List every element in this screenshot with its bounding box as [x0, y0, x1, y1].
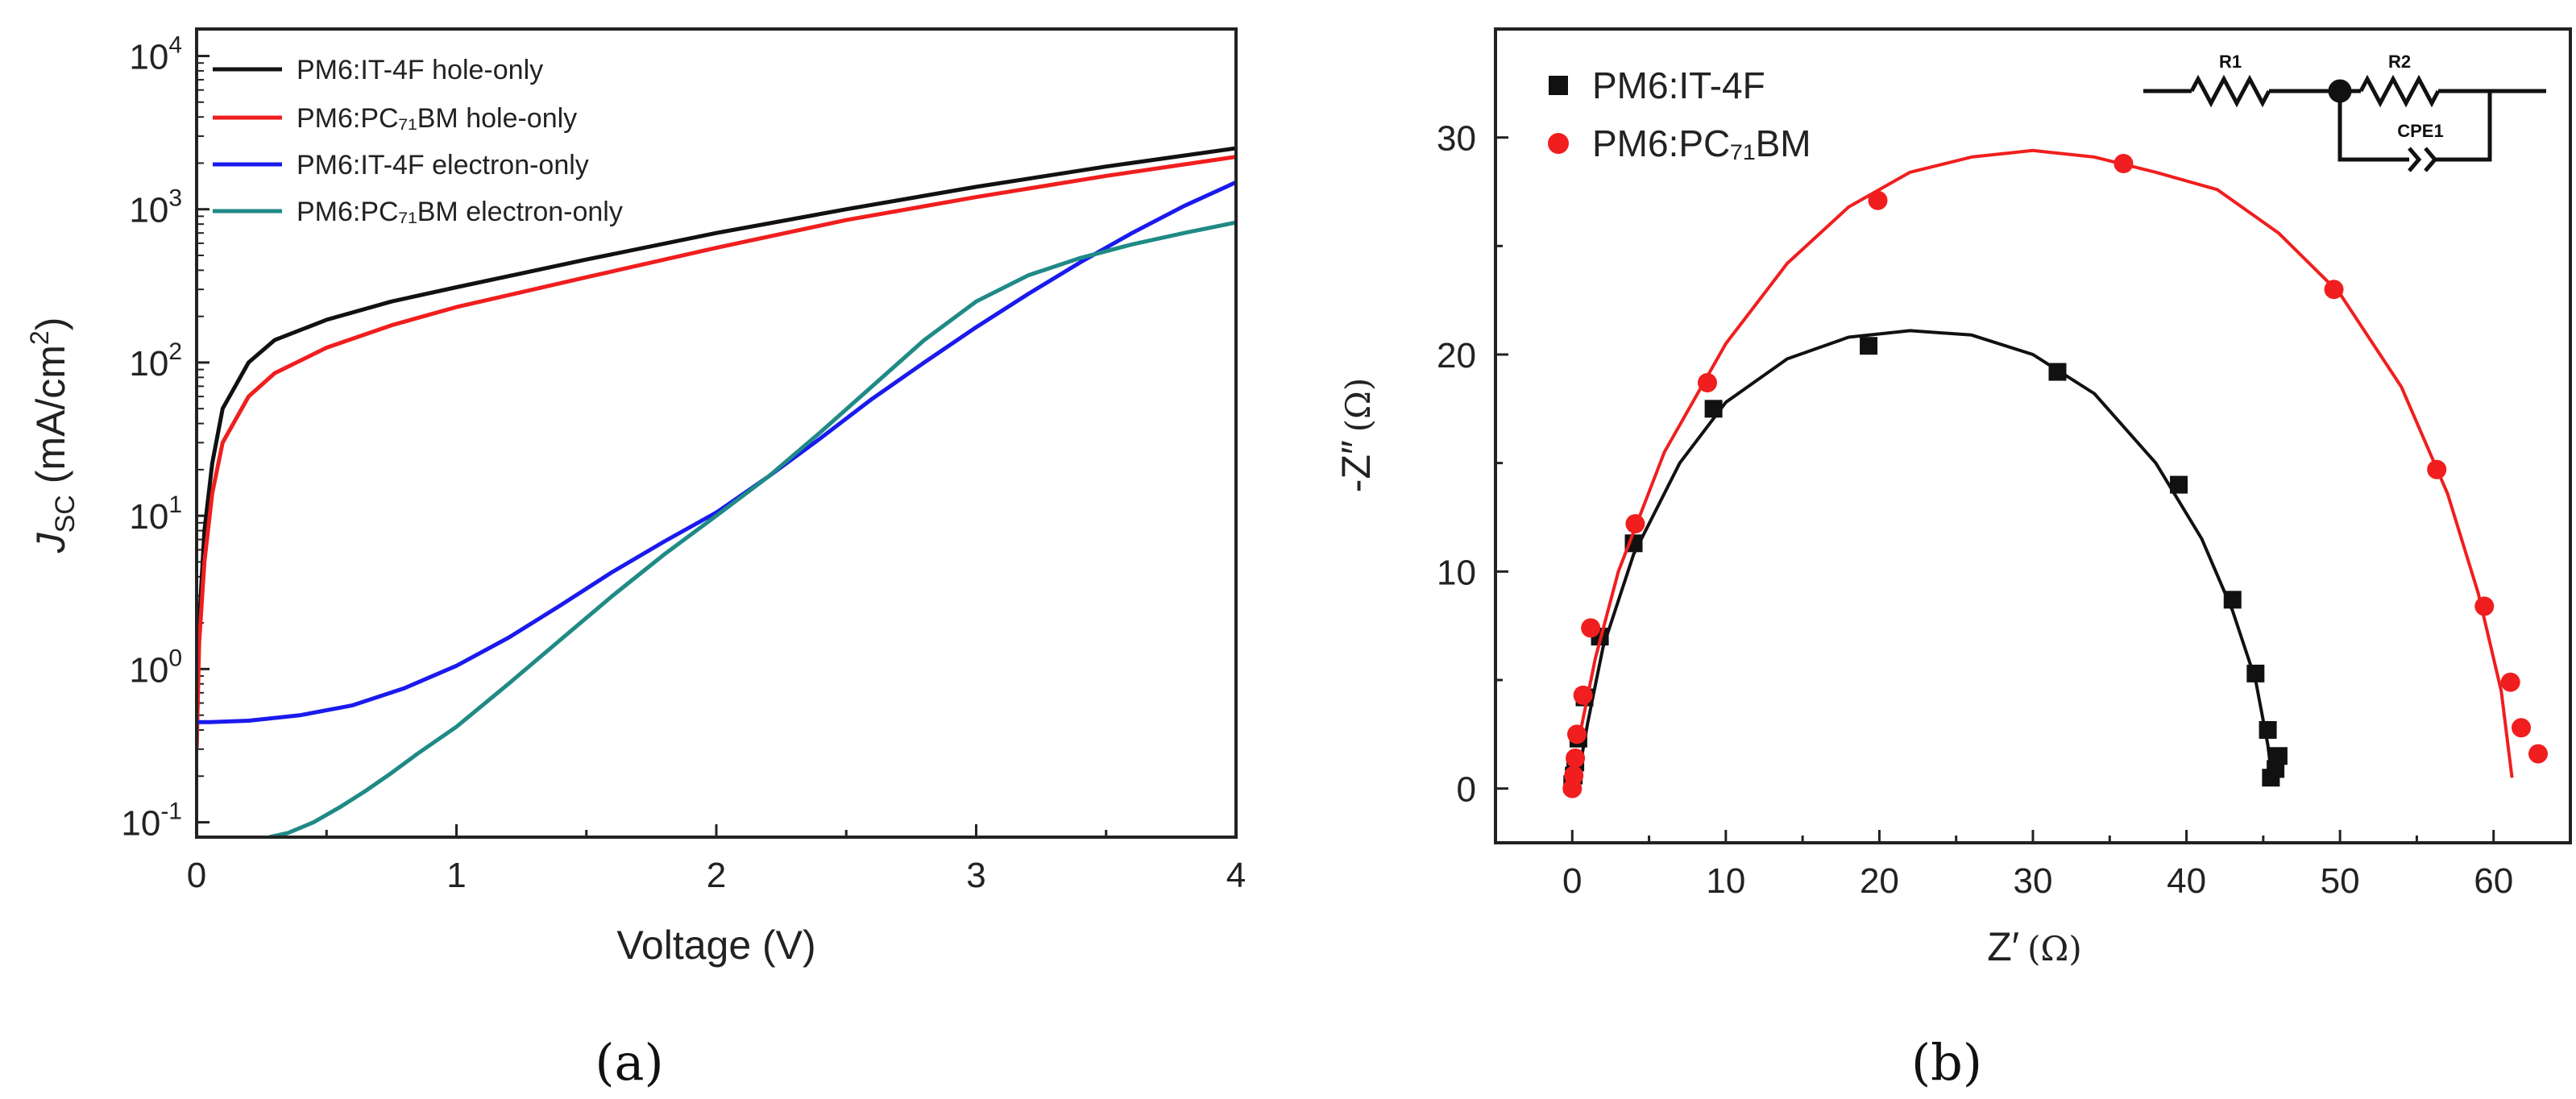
legend-a-label-2: PM6:IT-4F electron-only: [297, 150, 589, 180]
panel-b-y-tick-label: 10: [1437, 553, 1476, 592]
panel-b-point-circle: [2324, 280, 2344, 300]
panel-b-x-tick-label: 10: [1706, 861, 1745, 901]
panel-b-x-tick-label: 40: [2167, 861, 2206, 901]
panel-b-fit-line-0: [1578, 329, 2275, 782]
legend-a-label-0: PM6:IT-4F hole-only: [297, 55, 543, 85]
panel-b-point-square: [2170, 475, 2188, 494]
panel-b-x-tick-label: 20: [1860, 861, 1899, 901]
panel-b-point-square: [1704, 400, 1723, 418]
panel-b-point-circle: [1625, 514, 1645, 534]
panel-b-point-circle: [1697, 373, 1717, 393]
panel-a-y-label-sub: SC: [50, 495, 81, 533]
panel-b-point-circle: [2113, 153, 2134, 173]
panel-a-plot-frame: [195, 27, 1238, 839]
circuit-wire-cpe-right: [2435, 91, 2492, 162]
panel-b-y-label-unit: (Ω): [1338, 378, 1378, 433]
panel-a-y-tick-label: 103: [129, 185, 182, 230]
panel-b-y-tick-labels: 0 10 20 30: [1437, 119, 1476, 810]
panel-a-y-label-close: ): [28, 317, 73, 331]
panel-b-y-tick-label: 20: [1437, 336, 1476, 375]
panel-b-point-square: [2048, 363, 2067, 381]
legend-b-label-0: PM6:IT-4F: [1592, 64, 1765, 106]
panel-b-x-tick-label: 60: [2474, 861, 2513, 901]
panel-a-x-tick-label: 3: [966, 856, 985, 895]
panel-a-legend: PM6:IT-4F hole-only PM6:PC₇₁BM hole-only…: [213, 55, 623, 227]
panel-a-y-label-sup: 2: [25, 330, 54, 345]
panel-b-point-circle: [2474, 596, 2495, 616]
panel-a-series-group: [197, 146, 1236, 837]
panel-b-x-axis-title: Z′ (Ω): [1987, 924, 2082, 969]
panel-b-y-axis-title: -Z″ (Ω): [1334, 378, 1379, 493]
panel-b-point-square: [2259, 720, 2277, 739]
panel-b-x-tick-label: 0: [1562, 861, 1582, 901]
circuit-label-r1: R1: [2219, 52, 2242, 72]
resistor-r1: [2189, 74, 2271, 108]
panel-b-x-tick-labels: 0 10 20 30 40 50 60: [1562, 861, 2513, 901]
panel-a-label: (a): [595, 1033, 663, 1092]
panel-b-point-circle: [2528, 744, 2548, 764]
panel-b-point-circle: [1566, 748, 1586, 768]
panel-a-x-tick-label: 2: [707, 856, 726, 895]
equivalent-circuit-inset: [2143, 74, 2546, 172]
panel-b-x-tick-label: 30: [2014, 861, 2053, 901]
panel-a-y-label-j: J: [28, 532, 73, 554]
legend-b-marker-1: [1548, 133, 1569, 154]
panel-b-point-circle: [1567, 724, 1587, 744]
panel-a-chart: 0 1 2 3 4 10-1 100 101 102 103 104 Voltage (V) JS…: [25, 27, 1246, 1092]
panel-a-y-tick-label: 101: [129, 491, 182, 537]
cpe1-element-a: [2408, 147, 2422, 172]
panel-b-x-label-main: Z′: [1987, 924, 2019, 969]
panel-b-y-tick-label: 0: [1457, 770, 1476, 810]
panel-a-y-tick-label: 104: [129, 31, 182, 77]
panel-a-y-label-units: (mA/cm: [28, 345, 73, 495]
panel-b-point-circle: [1573, 685, 1593, 705]
panel-b-y-label-main: -Z″: [1334, 440, 1379, 492]
panel-b-point-square: [1860, 337, 1878, 355]
panel-b-point-circle: [1564, 765, 1584, 786]
legend-a-label-3: PM6:PC₇₁BM electron-only: [297, 197, 623, 227]
panel-a-series-line-0: [197, 146, 1236, 749]
circuit-label-cpe1: CPE1: [2397, 121, 2443, 141]
panel-b-point-circle: [2512, 718, 2532, 738]
panel-a-x-tick-label: 0: [187, 856, 206, 895]
panel-b-x-label-unit: (Ω): [2027, 929, 2082, 968]
panel-a-x-axis-title: Voltage (V): [616, 923, 815, 968]
panel-b-point-square: [2246, 664, 2265, 682]
panel-a-series-line-1: [197, 155, 1236, 749]
panel-b-point-square: [2269, 747, 2288, 765]
panel-b-legend: PM6:IT-4F PM6:PC₇₁BM: [1548, 64, 1811, 164]
panel-a-series-line-2: [197, 180, 1236, 724]
panel-a-y-tick-labels: 10-1 100 101 102 103 104: [121, 31, 182, 843]
circuit-wire-cpe-left: [2337, 91, 2409, 162]
circuit-label-r2: R2: [2388, 52, 2411, 72]
resistor-r2: [2358, 74, 2441, 108]
panel-b-point-circle: [2500, 672, 2520, 692]
panel-a-x-tick-label: 4: [1226, 856, 1246, 895]
panel-b-series-group: [1562, 148, 2548, 798]
panel-a-y-axis-title: JSC (mA/cm2): [25, 317, 81, 554]
panel-b-plot-frame: [1494, 27, 2572, 844]
panel-a-x-tick-labels: 0 1 2 3 4: [187, 856, 1246, 895]
panel-a-x-tick-label: 1: [446, 856, 466, 895]
panel-b-fit-line-1: [1578, 148, 2514, 778]
panel-b-label: (b): [1911, 1033, 1982, 1092]
panel-b-point-square: [2223, 591, 2242, 609]
cpe1-element-b: [2424, 147, 2438, 172]
legend-b-marker-0: [1549, 76, 1568, 95]
legend-a-label-1: PM6:PC₇₁BM hole-only: [297, 103, 577, 134]
panel-b-point-circle: [2427, 459, 2447, 479]
panel-b-x-tick-label: 50: [2321, 861, 2360, 901]
panel-a-y-tick-label: 10-1: [121, 798, 182, 844]
panel-b-y-tick-label: 30: [1437, 119, 1476, 159]
legend-b-label-1: PM6:PC₇₁BM: [1592, 122, 1811, 164]
panel-a-y-tick-label: 100: [129, 645, 182, 690]
panel-b-point-circle: [1868, 190, 1888, 210]
panel-a-series-line-3: [268, 220, 1236, 837]
panel-a-y-tick-label: 102: [129, 338, 182, 384]
panel-b-point-circle: [1581, 618, 1601, 638]
